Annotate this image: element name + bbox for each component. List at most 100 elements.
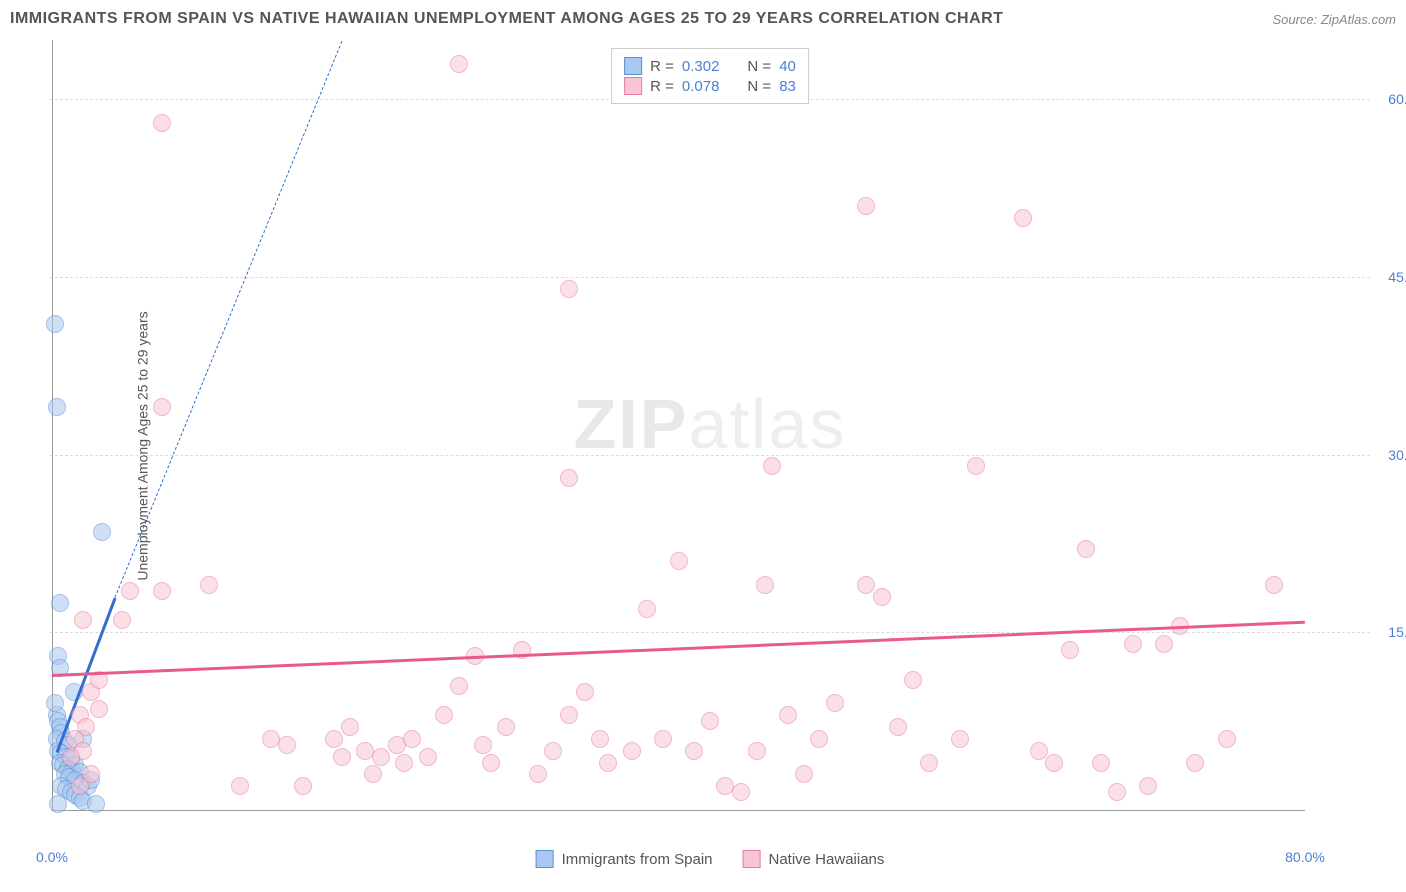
data-point (51, 594, 69, 612)
data-point (113, 611, 131, 629)
data-point (889, 718, 907, 736)
stat-n-value: 40 (779, 58, 796, 75)
data-point (701, 712, 719, 730)
legend-swatch (624, 77, 642, 95)
legend-swatch (624, 57, 642, 75)
data-point (873, 588, 891, 606)
data-point (419, 748, 437, 766)
data-point (857, 197, 875, 215)
data-point (364, 765, 382, 783)
data-point (450, 677, 468, 695)
data-point (1139, 777, 1157, 795)
x-tick-label: 80.0% (1285, 849, 1325, 865)
data-point (294, 777, 312, 795)
data-point (341, 718, 359, 736)
chart-title: IMMIGRANTS FROM SPAIN VS NATIVE HAWAIIAN… (10, 10, 1003, 28)
data-point (482, 754, 500, 772)
data-point (325, 730, 343, 748)
stat-n-label: N = (747, 58, 771, 75)
data-point (685, 742, 703, 760)
x-axis-line (52, 810, 1305, 811)
data-point (153, 114, 171, 132)
data-point (732, 783, 750, 801)
data-point (826, 694, 844, 712)
data-point (93, 523, 111, 541)
data-point (810, 730, 828, 748)
data-point (48, 398, 66, 416)
data-point (623, 742, 641, 760)
legend-stats-box: R = 0.302 N = 40 R = 0.078 N = 83 (611, 48, 809, 104)
data-point (450, 55, 468, 73)
data-point (1014, 209, 1032, 227)
stat-n-value: 83 (779, 78, 796, 95)
data-point (278, 736, 296, 754)
data-point (591, 730, 609, 748)
data-point (1218, 730, 1236, 748)
data-point (599, 754, 617, 772)
chart-plot-area: 15.0%30.0%45.0%60.0%0.0%80.0% ZIPatlas R… (50, 40, 1370, 840)
data-point (1030, 742, 1048, 760)
data-point (46, 315, 64, 333)
data-point (748, 742, 766, 760)
data-point (395, 754, 413, 772)
data-point (560, 469, 578, 487)
legend-label: Native Hawaiians (769, 851, 885, 868)
stat-r-value: 0.302 (682, 58, 720, 75)
gridline (50, 277, 1370, 278)
data-point (1092, 754, 1110, 772)
data-point (1061, 641, 1079, 659)
data-point (756, 576, 774, 594)
y-tick-label: 15.0% (1388, 624, 1406, 640)
data-point (153, 398, 171, 416)
legend-item: Immigrants from Spain (536, 850, 713, 868)
legend-label: Immigrants from Spain (562, 851, 713, 868)
legend-stat-row: R =0.302N =40 (624, 57, 796, 75)
data-point (529, 765, 547, 783)
legend-swatch (743, 850, 761, 868)
trend-line-dashed (114, 40, 342, 597)
data-point (87, 795, 105, 813)
data-point (763, 457, 781, 475)
source-label: Source: ZipAtlas.com (1272, 12, 1396, 27)
data-point (779, 706, 797, 724)
stat-r-label: R = (650, 78, 674, 95)
data-point (200, 576, 218, 594)
data-point (795, 765, 813, 783)
data-point (670, 552, 688, 570)
y-tick-label: 60.0% (1388, 91, 1406, 107)
data-point (231, 777, 249, 795)
data-point (372, 748, 390, 766)
data-point (1045, 754, 1063, 772)
data-point (1124, 635, 1142, 653)
data-point (90, 700, 108, 718)
stat-r-value: 0.078 (682, 78, 720, 95)
stat-n-label: N = (747, 78, 771, 95)
data-point (474, 736, 492, 754)
data-point (560, 706, 578, 724)
data-point (435, 706, 453, 724)
data-point (951, 730, 969, 748)
data-point (904, 671, 922, 689)
data-point (74, 611, 92, 629)
data-point (403, 730, 421, 748)
data-point (920, 754, 938, 772)
legend-item: Native Hawaiians (743, 850, 885, 868)
legend-swatch (536, 850, 554, 868)
data-point (544, 742, 562, 760)
data-point (967, 457, 985, 475)
legend-stat-row: R = 0.078 N = 83 (624, 77, 796, 95)
data-point (560, 280, 578, 298)
data-point (46, 694, 64, 712)
data-point (49, 795, 67, 813)
data-point (638, 600, 656, 618)
data-point (333, 748, 351, 766)
data-point (121, 582, 139, 600)
data-point (1186, 754, 1204, 772)
data-point (71, 777, 89, 795)
data-point (1108, 783, 1126, 801)
x-tick-label: 0.0% (36, 849, 68, 865)
data-point (153, 582, 171, 600)
data-point (1155, 635, 1173, 653)
y-tick-label: 45.0% (1388, 269, 1406, 285)
data-point (654, 730, 672, 748)
